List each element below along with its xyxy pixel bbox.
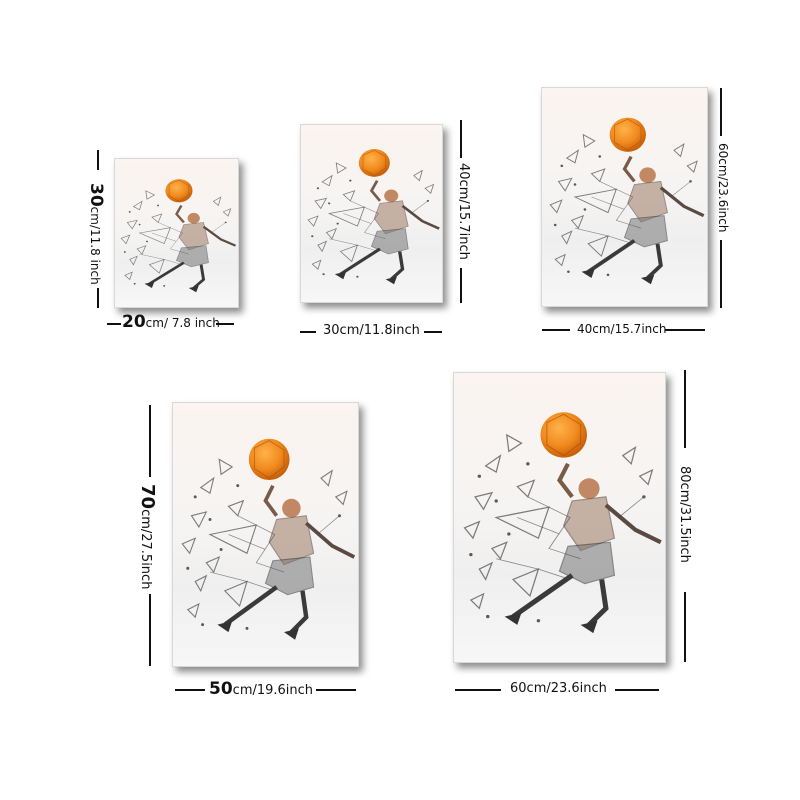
canvas-20x30 xyxy=(114,158,239,308)
height-line-bottom xyxy=(97,288,99,308)
width-label-20x30: 20cm/ 7.8 inch xyxy=(122,312,220,332)
width-line-left xyxy=(455,689,501,691)
basketball-player-artwork xyxy=(548,115,706,287)
canvas-30x40 xyxy=(300,124,443,303)
height-line-top xyxy=(149,405,151,477)
width-line-left xyxy=(175,689,205,691)
height-label-20x30: 30cm/11.8 inch xyxy=(86,183,106,285)
height-line-top xyxy=(720,88,722,136)
width-label-50x70: 50cm/19.6inch xyxy=(209,679,314,699)
basketball-player-artwork xyxy=(306,147,441,286)
canvas-50x70 xyxy=(172,402,359,667)
width-label-40x60: 40cm/15.7inch xyxy=(577,322,667,336)
height-line-bottom xyxy=(460,268,462,303)
width-line-right xyxy=(615,689,659,691)
width-line-right xyxy=(424,331,442,333)
width-line-left xyxy=(107,323,121,325)
width-line-left xyxy=(300,331,316,333)
height-line-top xyxy=(97,150,99,170)
canvas-40x60 xyxy=(541,87,708,307)
height-line-bottom xyxy=(684,592,686,662)
canvas-60x80 xyxy=(453,372,666,663)
basketball-player-artwork xyxy=(119,177,238,294)
width-line-right xyxy=(216,323,234,325)
width-label-60x80: 60cm/23.6inch xyxy=(510,681,607,696)
width-line-right xyxy=(316,689,356,691)
width-label-30x40: 30cm/11.8inch xyxy=(323,323,420,338)
height-line-top xyxy=(684,370,686,448)
basketball-player-artwork xyxy=(454,373,665,662)
height-line-bottom xyxy=(720,240,722,308)
width-line-right xyxy=(665,329,705,331)
height-line-top xyxy=(460,120,462,158)
height-line-bottom xyxy=(149,594,151,666)
height-label-60x80: 80cm/31.5inch xyxy=(677,466,692,563)
height-label-50x70: 70cm/27.5inch xyxy=(137,484,158,590)
height-label-40x60: 60cm/23.6inch xyxy=(716,143,730,233)
width-line-left xyxy=(542,329,570,331)
height-label-30x40: 40cm/15.7inch xyxy=(456,163,471,260)
basketball-player-artwork xyxy=(173,403,358,666)
